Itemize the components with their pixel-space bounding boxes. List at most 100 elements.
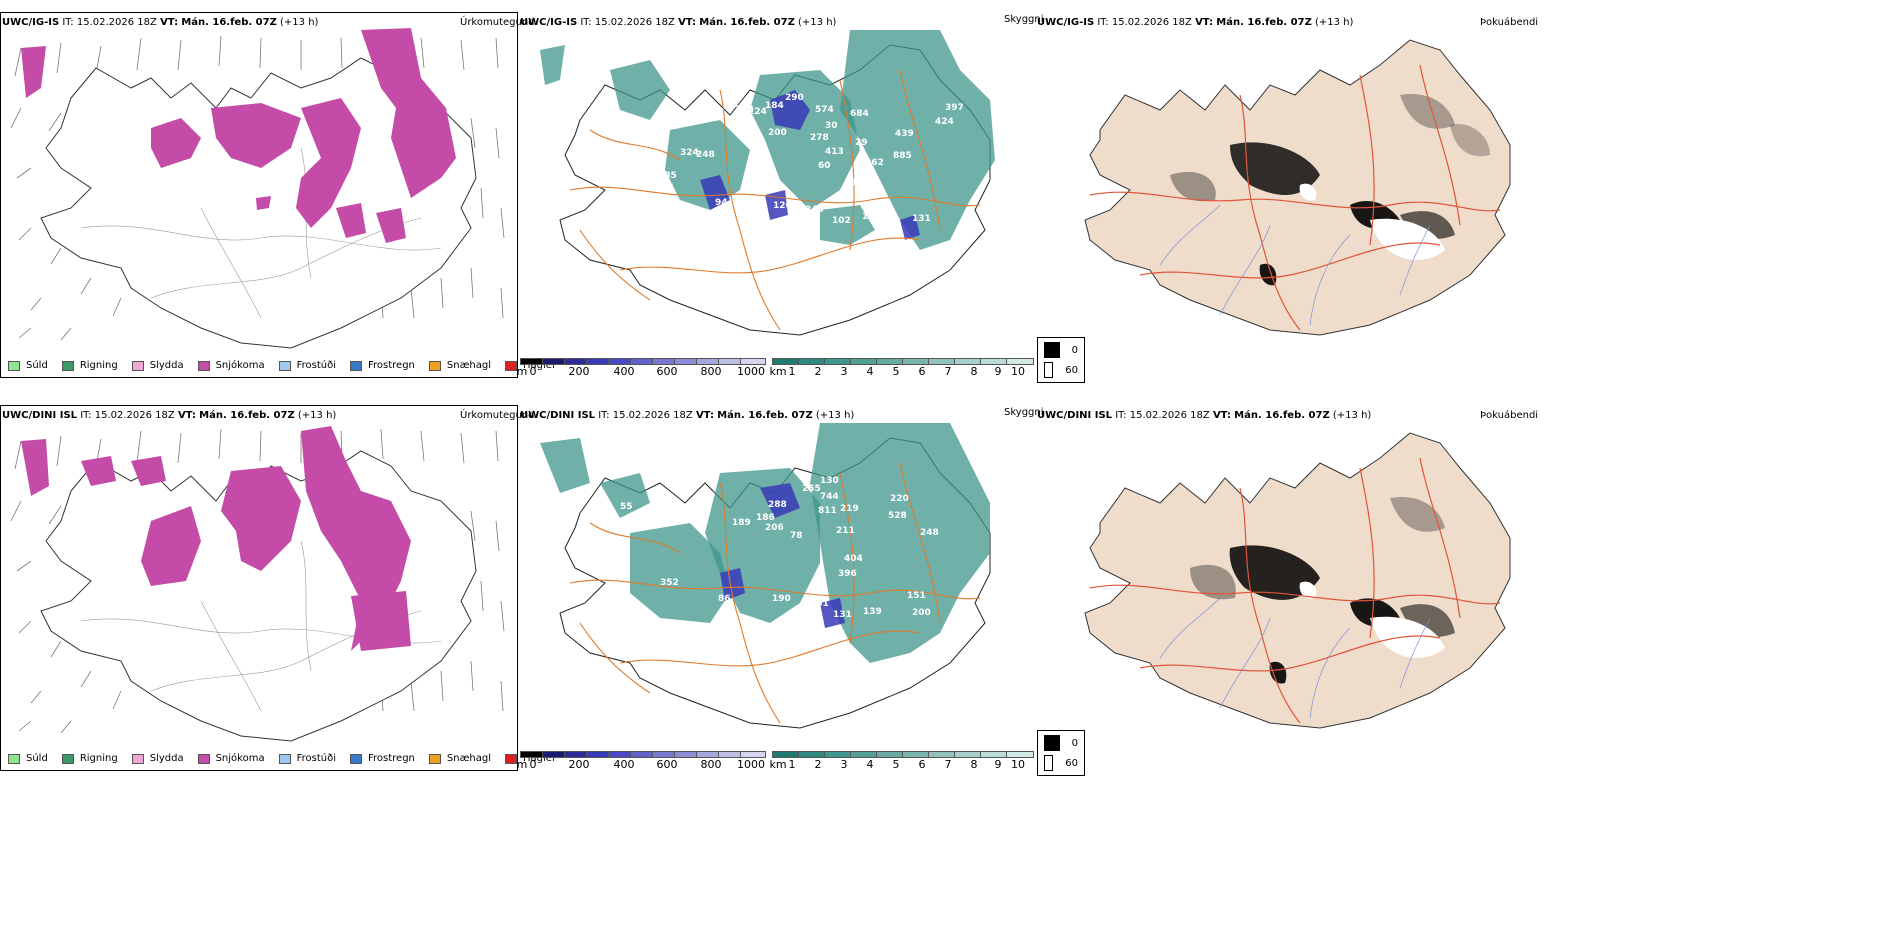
legend-swatch-freezing-drizzle xyxy=(278,360,291,371)
ceiling-label: 811 xyxy=(818,506,837,516)
ceiling-label: 248 xyxy=(696,150,715,160)
legend-swatch-sleet xyxy=(131,753,144,764)
visibility-colorbar-row1: km 1 2 3 4 5 6 7 8 9 10 xyxy=(769,358,1034,378)
ceiling-label: 47 xyxy=(740,125,753,135)
legend-item: Haglél xyxy=(505,360,555,371)
ceiling-label: 262 xyxy=(865,158,884,168)
ceiling-label: 352 xyxy=(660,578,679,588)
ceiling-tick: 0 xyxy=(529,365,537,378)
fog-shading xyxy=(1190,497,1455,684)
ceiling-label: 120 xyxy=(773,201,792,211)
fog-legend-item: 60 xyxy=(1044,362,1078,378)
ceiling-label: 131 xyxy=(833,610,852,620)
visibility-colorbar-swatches xyxy=(772,751,1034,758)
visibility-tick: 3 xyxy=(840,758,848,771)
legend-swatch-snow xyxy=(197,360,210,371)
visibility-title-row2: Skyggni xyxy=(1004,407,1044,418)
ceiling-label: 78 xyxy=(790,531,803,541)
ceiling-label: 130 xyxy=(820,476,839,486)
fog-roads xyxy=(1089,64,1501,331)
roads xyxy=(80,147,442,319)
ceiling-label: 30 xyxy=(825,121,838,131)
visibility-tick: 5 xyxy=(892,758,900,771)
fog-swatch-black xyxy=(1044,342,1060,358)
visibility-tick: 4 xyxy=(866,365,874,378)
legend-swatch-hail xyxy=(505,753,518,764)
fog-rivers xyxy=(1159,204,1431,326)
ceiling-tick: 200 xyxy=(568,758,590,771)
visibility-tick: 7 xyxy=(944,758,952,771)
ceiling-label: 205 xyxy=(655,183,674,193)
legend-swatch-freezing-drizzle xyxy=(278,753,291,764)
visibility-colorbar-ticks: km 1 2 3 4 5 6 7 8 9 10 xyxy=(769,365,1034,378)
visibility-tick: 1 xyxy=(788,758,796,771)
ceiling-label: 206 xyxy=(765,523,784,533)
visibility-tick: 6 xyxy=(918,758,926,771)
fog-legend-item: 0 xyxy=(1044,735,1078,751)
ceiling-label: 324 xyxy=(680,148,699,158)
ceiling-value-labels: 290 322 224 184 574 684 397 424 200 278 … xyxy=(655,93,964,226)
fog-map-row2 xyxy=(1084,432,1511,729)
ceiling-label: 396 xyxy=(838,569,857,579)
row1-vis-header: UWC/IG-IS IT: 15.02.2026 18Z VT: Mán. 16… xyxy=(520,17,837,28)
fog-title-row2: Þokuábendi xyxy=(1480,410,1539,421)
ceiling-tick: 800 xyxy=(700,758,722,771)
legend-swatch-drizzle xyxy=(8,360,20,371)
legend-swatch-sleet xyxy=(131,360,144,371)
ceiling-label: 744 xyxy=(820,492,839,502)
precip-legend-row2: Súld Rigning Slydda Snjókoma Frostúði Fr… xyxy=(8,753,569,764)
visibility-tick: 5 xyxy=(892,365,900,378)
ceiling-label: 211 xyxy=(836,526,855,536)
ceiling-label: 397 xyxy=(945,103,964,113)
ceiling-label: 504 xyxy=(850,178,869,188)
legend-item: Snjókoma xyxy=(197,360,265,371)
legend-item: Slydda xyxy=(131,360,184,371)
ceiling-colorbar-row2: m 0 200 400 600 800 1000 xyxy=(517,751,766,771)
legend-swatch-snow xyxy=(197,753,210,764)
ceiling-label: 345 xyxy=(805,205,824,215)
fog-legend-item: 60 xyxy=(1044,755,1078,771)
precip-type-frame-row1 xyxy=(0,12,518,378)
ceiling-label: 94 xyxy=(715,198,728,208)
ceiling-label: 102 xyxy=(832,216,851,226)
fog-swatch-black xyxy=(1044,735,1060,751)
ceiling-tick: 600 xyxy=(656,758,678,771)
fog-clear-areas xyxy=(1299,183,1445,260)
visibility-tick: 8 xyxy=(970,365,978,378)
ceiling-label: 29 xyxy=(855,138,868,148)
legend-swatch-rain xyxy=(61,360,74,371)
ceiling-label: 413 xyxy=(825,147,844,157)
ceiling-tick: 600 xyxy=(656,365,678,378)
visibility-colorbar-row2: km 1 2 3 4 5 6 7 8 9 10 xyxy=(769,751,1034,771)
ceiling-tick: 400 xyxy=(613,758,635,771)
ceiling-label: 220 xyxy=(890,494,909,504)
visibility-map-row2: 255 288 186 206 189 219 211 404 396 461 … xyxy=(540,423,991,729)
ceiling-tick: 800 xyxy=(700,365,722,378)
ceiling-label: 424 xyxy=(935,117,954,127)
legend-swatch-hail xyxy=(505,360,518,371)
ceiling-colorbar-ticks: m 0 200 400 600 800 1000 xyxy=(517,758,766,771)
legend-swatch-freezing-rain xyxy=(350,360,362,371)
ceiling-label: 210 xyxy=(750,148,769,158)
ceiling-fill xyxy=(720,483,845,628)
legend-swatch-snow-pellets xyxy=(428,753,441,764)
ceiling-label: 186 xyxy=(756,513,775,523)
legend-item: Frostúði xyxy=(278,753,336,764)
ceiling-label: 200 xyxy=(768,128,787,138)
ceiling-label: 528 xyxy=(888,511,907,521)
fog-swatch-white xyxy=(1044,755,1054,771)
roads xyxy=(80,540,442,712)
snow-areas xyxy=(21,28,456,243)
ceiling-colorbar-swatches xyxy=(520,751,766,758)
ceiling-label: 131 xyxy=(912,214,931,224)
legend-swatch-freezing-rain xyxy=(350,753,362,764)
visibility-title-row1: Skyggni xyxy=(1004,14,1044,25)
ceiling-label: 439 xyxy=(895,129,914,139)
fog-clear-areas xyxy=(1299,581,1445,658)
ceiling-label: 189 xyxy=(732,518,751,528)
visibility-tick: 9 xyxy=(994,758,1002,771)
legend-swatch-rain xyxy=(61,753,74,764)
precip-type-title-row1: Úrkomutegund xyxy=(460,17,535,28)
ceiling-label: 200 xyxy=(912,608,931,618)
ceiling-label: 86 xyxy=(718,594,731,604)
